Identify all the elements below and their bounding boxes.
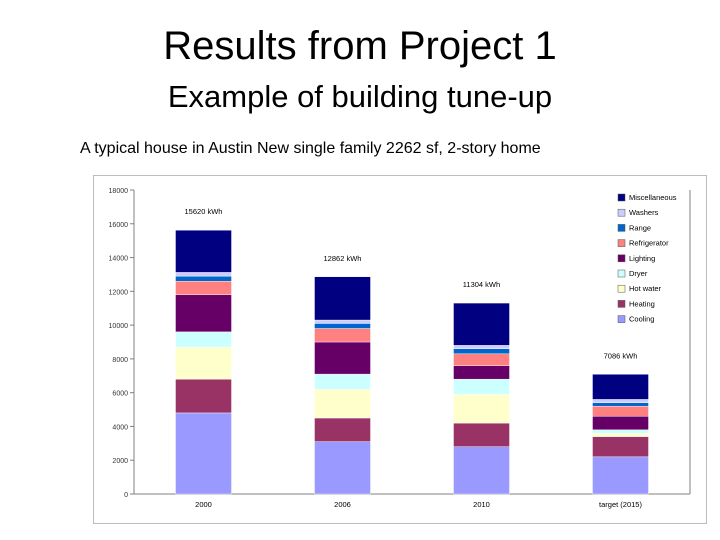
bar-segment-cooling <box>175 412 232 495</box>
legend-swatch <box>617 224 626 232</box>
bar-segment-refrigerator <box>453 353 510 366</box>
y-tick-label: 2000 <box>112 458 128 465</box>
bar-segment-range <box>175 275 232 282</box>
bar-segment-refrigerator <box>314 328 371 343</box>
x-tick-label: 2006 <box>334 500 351 509</box>
legend-swatch <box>617 284 626 293</box>
y-tick-label: 14000 <box>109 256 129 263</box>
legend-label: Cooling <box>629 315 654 324</box>
bar-segment-lighting <box>592 416 649 431</box>
y-tick-label: 6000 <box>112 391 128 398</box>
bar-segment-dryer <box>314 373 371 390</box>
bar-segment-washers <box>314 319 371 324</box>
y-tick-label: 12000 <box>109 289 129 296</box>
legend-label: Range <box>629 223 651 232</box>
legend-label: Refrigerator <box>629 239 669 248</box>
bar-segment-cooling <box>453 446 510 495</box>
y-tick-label: 8000 <box>112 357 128 364</box>
x-tick-label: 2000 <box>195 500 212 509</box>
total-label: 15620 kWh <box>185 207 223 216</box>
legend-label: Washers <box>629 208 659 217</box>
bar-segment-heating <box>592 436 649 458</box>
legend-swatch <box>617 300 626 308</box>
y-tick-label: 4000 <box>112 424 128 431</box>
slide-title: Results from Project 1 <box>163 24 557 68</box>
chart-caption: A typical house in Austin New single fam… <box>80 140 541 157</box>
bar-segment-range <box>314 323 371 329</box>
total-label: 11304 kWh <box>463 280 500 289</box>
legend-swatch <box>617 193 626 202</box>
bar-segment-range <box>592 402 649 407</box>
bar-segment-heating <box>314 417 371 442</box>
bar-segment-miscellaneous <box>592 374 649 400</box>
bar-segment-hot-water <box>453 394 510 424</box>
bar-segment-washers <box>592 399 649 404</box>
x-tick-label: target (2015) <box>599 500 642 509</box>
bar-segment-heating <box>175 378 232 414</box>
legend-label: Heating <box>629 299 655 308</box>
bar-segment-refrigerator <box>175 280 232 295</box>
bar-segment-lighting <box>314 341 371 375</box>
bar-segment-washers <box>175 272 232 277</box>
bar-segment-heating <box>453 422 510 447</box>
legend-swatch <box>617 239 626 247</box>
bar-segment-hot-water <box>175 346 232 380</box>
y-tick-label: 10000 <box>109 323 129 330</box>
bar-segment-hot-water <box>592 433 649 437</box>
y-tick-label: 16000 <box>109 222 129 229</box>
bar-segment-cooling <box>314 441 371 495</box>
bar-segment-refrigerator <box>592 405 649 417</box>
bar-segment-washers <box>453 345 510 349</box>
legend-swatch <box>617 208 626 217</box>
legend-label: Dryer <box>629 269 648 278</box>
bar-segment-hot-water <box>314 389 371 419</box>
x-tick-label: 2010 <box>473 500 490 509</box>
legend-swatch <box>617 254 626 263</box>
chart-container: 0 2000 4000 6000 8000 10000 12000 14000 16000 180… <box>93 175 707 524</box>
legend-label: Lighting <box>629 254 655 263</box>
legend-label: Hot water <box>629 284 662 293</box>
bar-segment-miscellaneous <box>453 302 510 346</box>
bar-segment-cooling <box>592 456 649 495</box>
slide-subtitle: Example of building tune-up <box>167 79 553 114</box>
total-label: 7086 kWh <box>604 351 638 360</box>
legend-swatch <box>617 269 626 278</box>
y-tick-label: 0 <box>124 492 128 499</box>
bar-segment-lighting <box>453 365 510 380</box>
total-label: 12862 kWh <box>324 254 362 263</box>
y-tick-label: 18000 <box>109 188 129 195</box>
bar-segment-miscellaneous <box>314 276 371 321</box>
bar-segment-miscellaneous <box>175 229 232 273</box>
bar-segment-dryer <box>175 331 232 348</box>
legend-label: Miscellaneous <box>629 193 677 202</box>
bar-segment-lighting <box>175 294 232 333</box>
legend-swatch <box>617 315 626 323</box>
bar-segment-dryer <box>592 429 649 434</box>
bar-segment-dryer <box>453 378 510 395</box>
stacked-bar-chart: 0 2000 4000 6000 8000 10000 12000 14000 16000 180… <box>109 188 691 509</box>
bar-segment-range <box>453 348 510 355</box>
